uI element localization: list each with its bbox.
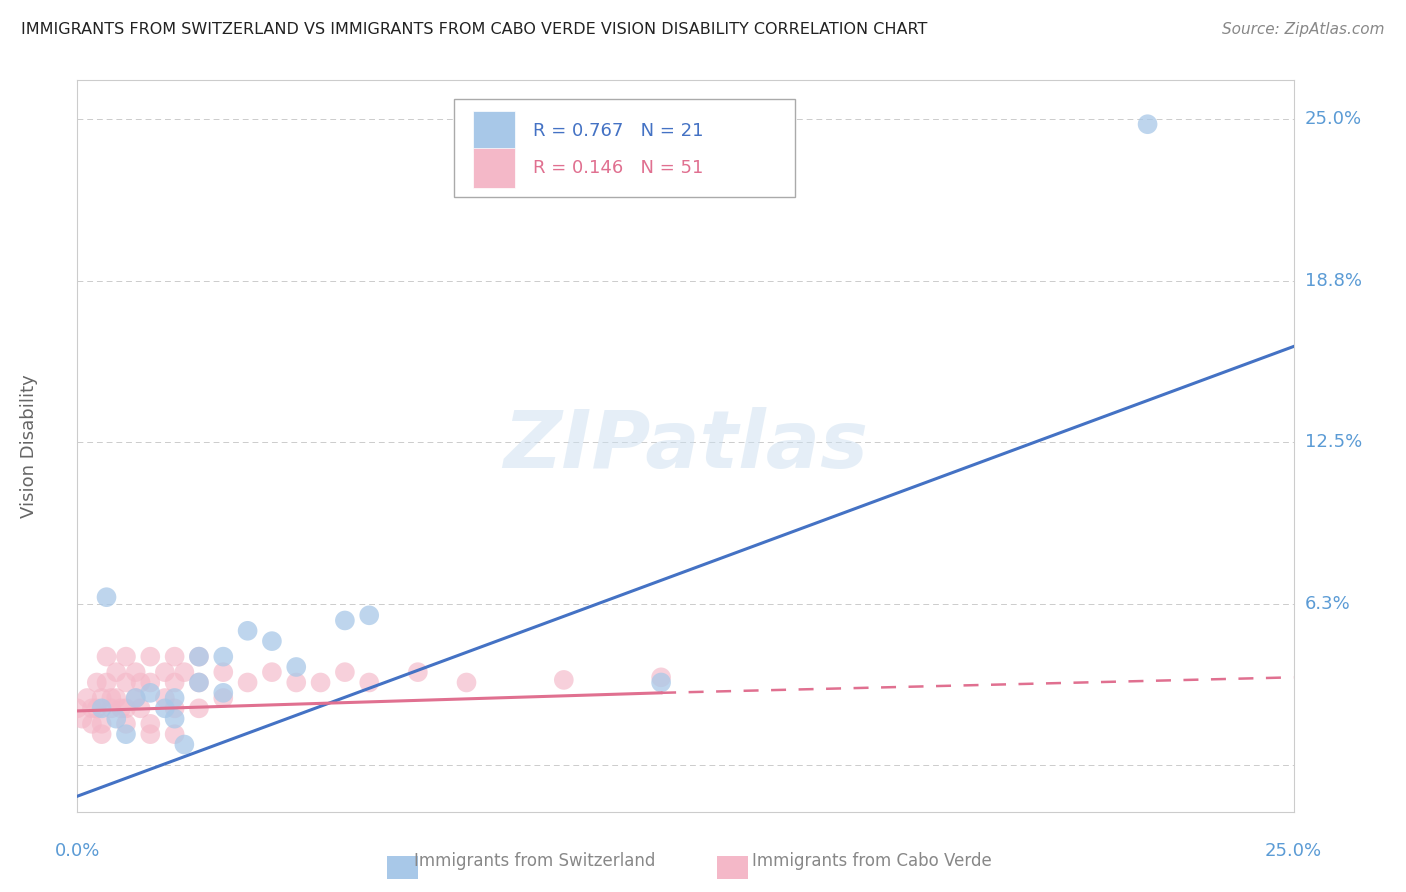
Point: [173, 665, 195, 680]
Point: [96, 675, 118, 690]
Point: [188, 675, 211, 690]
Point: [163, 649, 186, 664]
Point: [90, 716, 112, 731]
Bar: [472, 112, 515, 152]
Point: [153, 701, 176, 715]
Point: [100, 691, 122, 706]
Point: [115, 716, 138, 731]
Point: [139, 727, 162, 741]
Point: [236, 624, 259, 638]
Point: [212, 686, 235, 700]
Point: [129, 701, 152, 715]
Point: [105, 665, 128, 680]
Text: Immigrants from Cabo Verde: Immigrants from Cabo Verde: [752, 852, 991, 870]
Point: [129, 675, 152, 690]
Bar: [472, 148, 515, 188]
Point: [86, 675, 108, 690]
Point: [80, 701, 103, 715]
Point: [236, 675, 259, 690]
Text: 6.3%: 6.3%: [1305, 595, 1350, 613]
Point: [76, 691, 98, 706]
Point: [125, 691, 148, 706]
Point: [359, 608, 381, 623]
Text: ZIPatlas: ZIPatlas: [503, 407, 868, 485]
Point: [100, 701, 122, 715]
Point: [125, 665, 148, 680]
Point: [333, 665, 356, 680]
Point: [173, 738, 195, 752]
FancyBboxPatch shape: [454, 99, 794, 197]
Point: [650, 670, 672, 684]
Point: [163, 701, 186, 715]
Point: [86, 701, 108, 715]
Point: [309, 675, 332, 690]
Point: [456, 675, 478, 690]
Point: [163, 675, 186, 690]
Point: [139, 686, 162, 700]
Point: [163, 691, 186, 706]
Point: [163, 712, 186, 726]
Point: [105, 691, 128, 706]
Text: 12.5%: 12.5%: [1305, 434, 1362, 451]
Point: [188, 649, 211, 664]
Text: 25.0%: 25.0%: [1305, 110, 1362, 128]
Point: [90, 691, 112, 706]
Point: [70, 712, 93, 726]
Text: R = 0.146   N = 51: R = 0.146 N = 51: [533, 159, 704, 177]
Point: [212, 649, 235, 664]
Point: [285, 675, 308, 690]
Point: [90, 727, 112, 741]
Point: [260, 665, 283, 680]
Point: [212, 691, 235, 706]
Point: [96, 649, 118, 664]
Point: [260, 634, 283, 648]
Text: 18.8%: 18.8%: [1305, 271, 1361, 290]
Point: [139, 675, 162, 690]
Point: [188, 649, 211, 664]
Text: Source: ZipAtlas.com: Source: ZipAtlas.com: [1222, 22, 1385, 37]
Point: [1136, 117, 1159, 131]
Point: [285, 660, 308, 674]
Text: Immigrants from Switzerland: Immigrants from Switzerland: [413, 852, 655, 870]
Point: [66, 701, 89, 715]
Point: [153, 691, 176, 706]
Point: [96, 591, 118, 605]
Text: 0.0%: 0.0%: [55, 842, 100, 860]
Text: 25.0%: 25.0%: [1265, 842, 1322, 860]
Point: [90, 701, 112, 715]
Point: [115, 649, 138, 664]
Point: [212, 665, 235, 680]
Point: [650, 675, 672, 690]
Point: [115, 701, 138, 715]
Point: [188, 675, 211, 690]
Point: [163, 727, 186, 741]
Point: [359, 675, 381, 690]
Point: [188, 701, 211, 715]
Point: [115, 727, 138, 741]
Point: [80, 716, 103, 731]
Point: [139, 716, 162, 731]
Text: Vision Disability: Vision Disability: [20, 374, 38, 518]
Point: [125, 691, 148, 706]
Point: [406, 665, 429, 680]
Point: [153, 665, 176, 680]
Point: [333, 614, 356, 628]
Point: [105, 712, 128, 726]
Point: [110, 701, 132, 715]
Point: [139, 649, 162, 664]
Point: [553, 673, 575, 687]
Point: [115, 675, 138, 690]
Text: IMMIGRANTS FROM SWITZERLAND VS IMMIGRANTS FROM CABO VERDE VISION DISABILITY CORR: IMMIGRANTS FROM SWITZERLAND VS IMMIGRANT…: [21, 22, 928, 37]
Text: R = 0.767   N = 21: R = 0.767 N = 21: [533, 122, 704, 140]
